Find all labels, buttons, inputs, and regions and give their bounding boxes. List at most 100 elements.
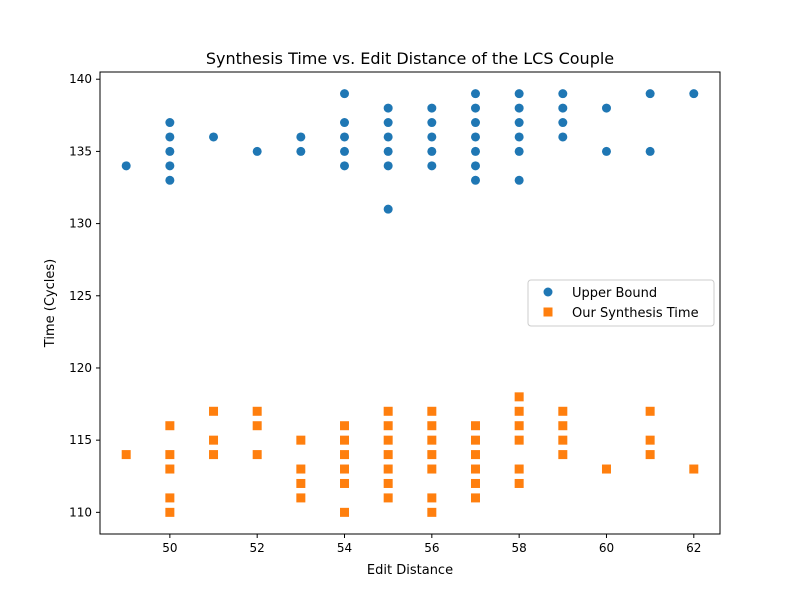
point-synthesis-time <box>427 421 437 431</box>
point-synthesis-time <box>165 507 175 517</box>
point-synthesis-time <box>340 464 350 474</box>
point-synthesis-time <box>383 450 393 460</box>
point-upper-bound <box>296 132 306 142</box>
x-tick-label: 56 <box>424 541 439 555</box>
point-synthesis-time <box>209 450 219 460</box>
point-upper-bound <box>558 132 568 142</box>
point-upper-bound <box>427 132 437 142</box>
point-synthesis-time <box>470 421 480 431</box>
x-tick-label: 52 <box>250 541 265 555</box>
point-synthesis-time <box>165 493 175 503</box>
point-synthesis-time <box>383 478 393 488</box>
point-upper-bound <box>470 132 480 142</box>
point-synthesis-time <box>470 478 480 488</box>
point-upper-bound <box>645 89 655 99</box>
legend-label-synthesis-time: Our Synthesis Time <box>572 306 699 321</box>
point-synthesis-time <box>383 493 393 503</box>
point-upper-bound <box>645 146 655 156</box>
point-synthesis-time <box>427 493 437 503</box>
point-upper-bound <box>558 103 568 113</box>
point-synthesis-time <box>427 435 437 445</box>
point-synthesis-time <box>601 464 611 474</box>
series-synthesis-time <box>121 392 699 517</box>
point-upper-bound <box>340 89 350 99</box>
point-synthesis-time <box>340 421 350 431</box>
point-upper-bound <box>427 161 437 171</box>
plot-marks <box>121 89 699 517</box>
point-synthesis-time <box>340 450 350 460</box>
point-synthesis-time <box>470 464 480 474</box>
x-axis-ticks: 50 52 54 56 58 60 62 <box>162 534 701 555</box>
point-upper-bound <box>121 161 131 171</box>
point-synthesis-time <box>427 507 437 517</box>
y-tick-label: 110 <box>69 505 92 519</box>
point-synthesis-time <box>427 406 437 416</box>
point-upper-bound <box>514 103 524 113</box>
point-upper-bound <box>383 161 393 171</box>
point-upper-bound <box>340 146 350 156</box>
point-synthesis-time <box>514 478 524 488</box>
point-synthesis-time <box>514 464 524 474</box>
point-synthesis-time <box>645 435 655 445</box>
point-upper-bound <box>514 89 524 99</box>
point-upper-bound <box>427 118 437 128</box>
point-synthesis-time <box>470 435 480 445</box>
x-tick-label: 58 <box>512 541 527 555</box>
point-synthesis-time <box>514 406 524 416</box>
point-synthesis-time <box>296 464 306 474</box>
point-synthesis-time <box>209 435 219 445</box>
x-axis-label: Edit Distance <box>367 563 453 578</box>
point-upper-bound <box>470 89 480 99</box>
series-upper-bound <box>121 89 699 214</box>
x-tick-label: 50 <box>162 541 177 555</box>
point-upper-bound <box>514 146 524 156</box>
x-tick-label: 62 <box>686 541 701 555</box>
point-upper-bound <box>296 146 306 156</box>
legend: Upper Bound Our Synthesis Time <box>527 279 715 327</box>
point-upper-bound <box>383 103 393 113</box>
point-synthesis-time <box>689 464 699 474</box>
chart-title: Synthesis Time vs. Edit Distance of the … <box>206 49 614 68</box>
y-tick-label: 125 <box>69 289 92 303</box>
point-upper-bound <box>601 146 611 156</box>
point-synthesis-time <box>383 421 393 431</box>
point-synthesis-time <box>165 450 175 460</box>
point-upper-bound <box>383 118 393 128</box>
point-synthesis-time <box>340 435 350 445</box>
y-tick-label: 130 <box>69 217 92 231</box>
point-upper-bound <box>470 161 480 171</box>
point-upper-bound <box>558 89 568 99</box>
point-upper-bound <box>340 132 350 142</box>
point-synthesis-time <box>252 406 262 416</box>
point-synthesis-time <box>296 493 306 503</box>
y-tick-label: 135 <box>69 144 92 158</box>
legend-box <box>527 279 715 327</box>
point-synthesis-time <box>165 464 175 474</box>
point-upper-bound <box>558 118 568 128</box>
point-synthesis-time <box>252 450 262 460</box>
point-synthesis-time <box>340 507 350 517</box>
legend-label-upper-bound: Upper Bound <box>572 286 657 301</box>
point-synthesis-time <box>558 435 568 445</box>
point-synthesis-time <box>427 450 437 460</box>
point-upper-bound <box>165 161 175 171</box>
point-upper-bound <box>252 146 262 156</box>
y-axis-ticks: 110 115 120 125 130 135 140 <box>69 72 100 519</box>
y-tick-label: 115 <box>69 433 92 447</box>
y-axis-label: Time (Cycles) <box>43 259 58 348</box>
point-synthesis-time <box>514 435 524 445</box>
point-upper-bound <box>209 132 219 142</box>
point-upper-bound <box>601 103 611 113</box>
point-upper-bound <box>340 118 350 128</box>
point-upper-bound <box>383 132 393 142</box>
point-upper-bound <box>165 132 175 142</box>
plot-frame <box>99 71 721 535</box>
point-synthesis-time <box>383 464 393 474</box>
point-upper-bound <box>427 146 437 156</box>
point-synthesis-time <box>340 478 350 488</box>
point-synthesis-time <box>296 435 306 445</box>
legend-marker-upper-bound <box>543 287 553 297</box>
point-upper-bound <box>165 175 175 185</box>
point-synthesis-time <box>121 450 131 460</box>
point-synthesis-time <box>470 493 480 503</box>
